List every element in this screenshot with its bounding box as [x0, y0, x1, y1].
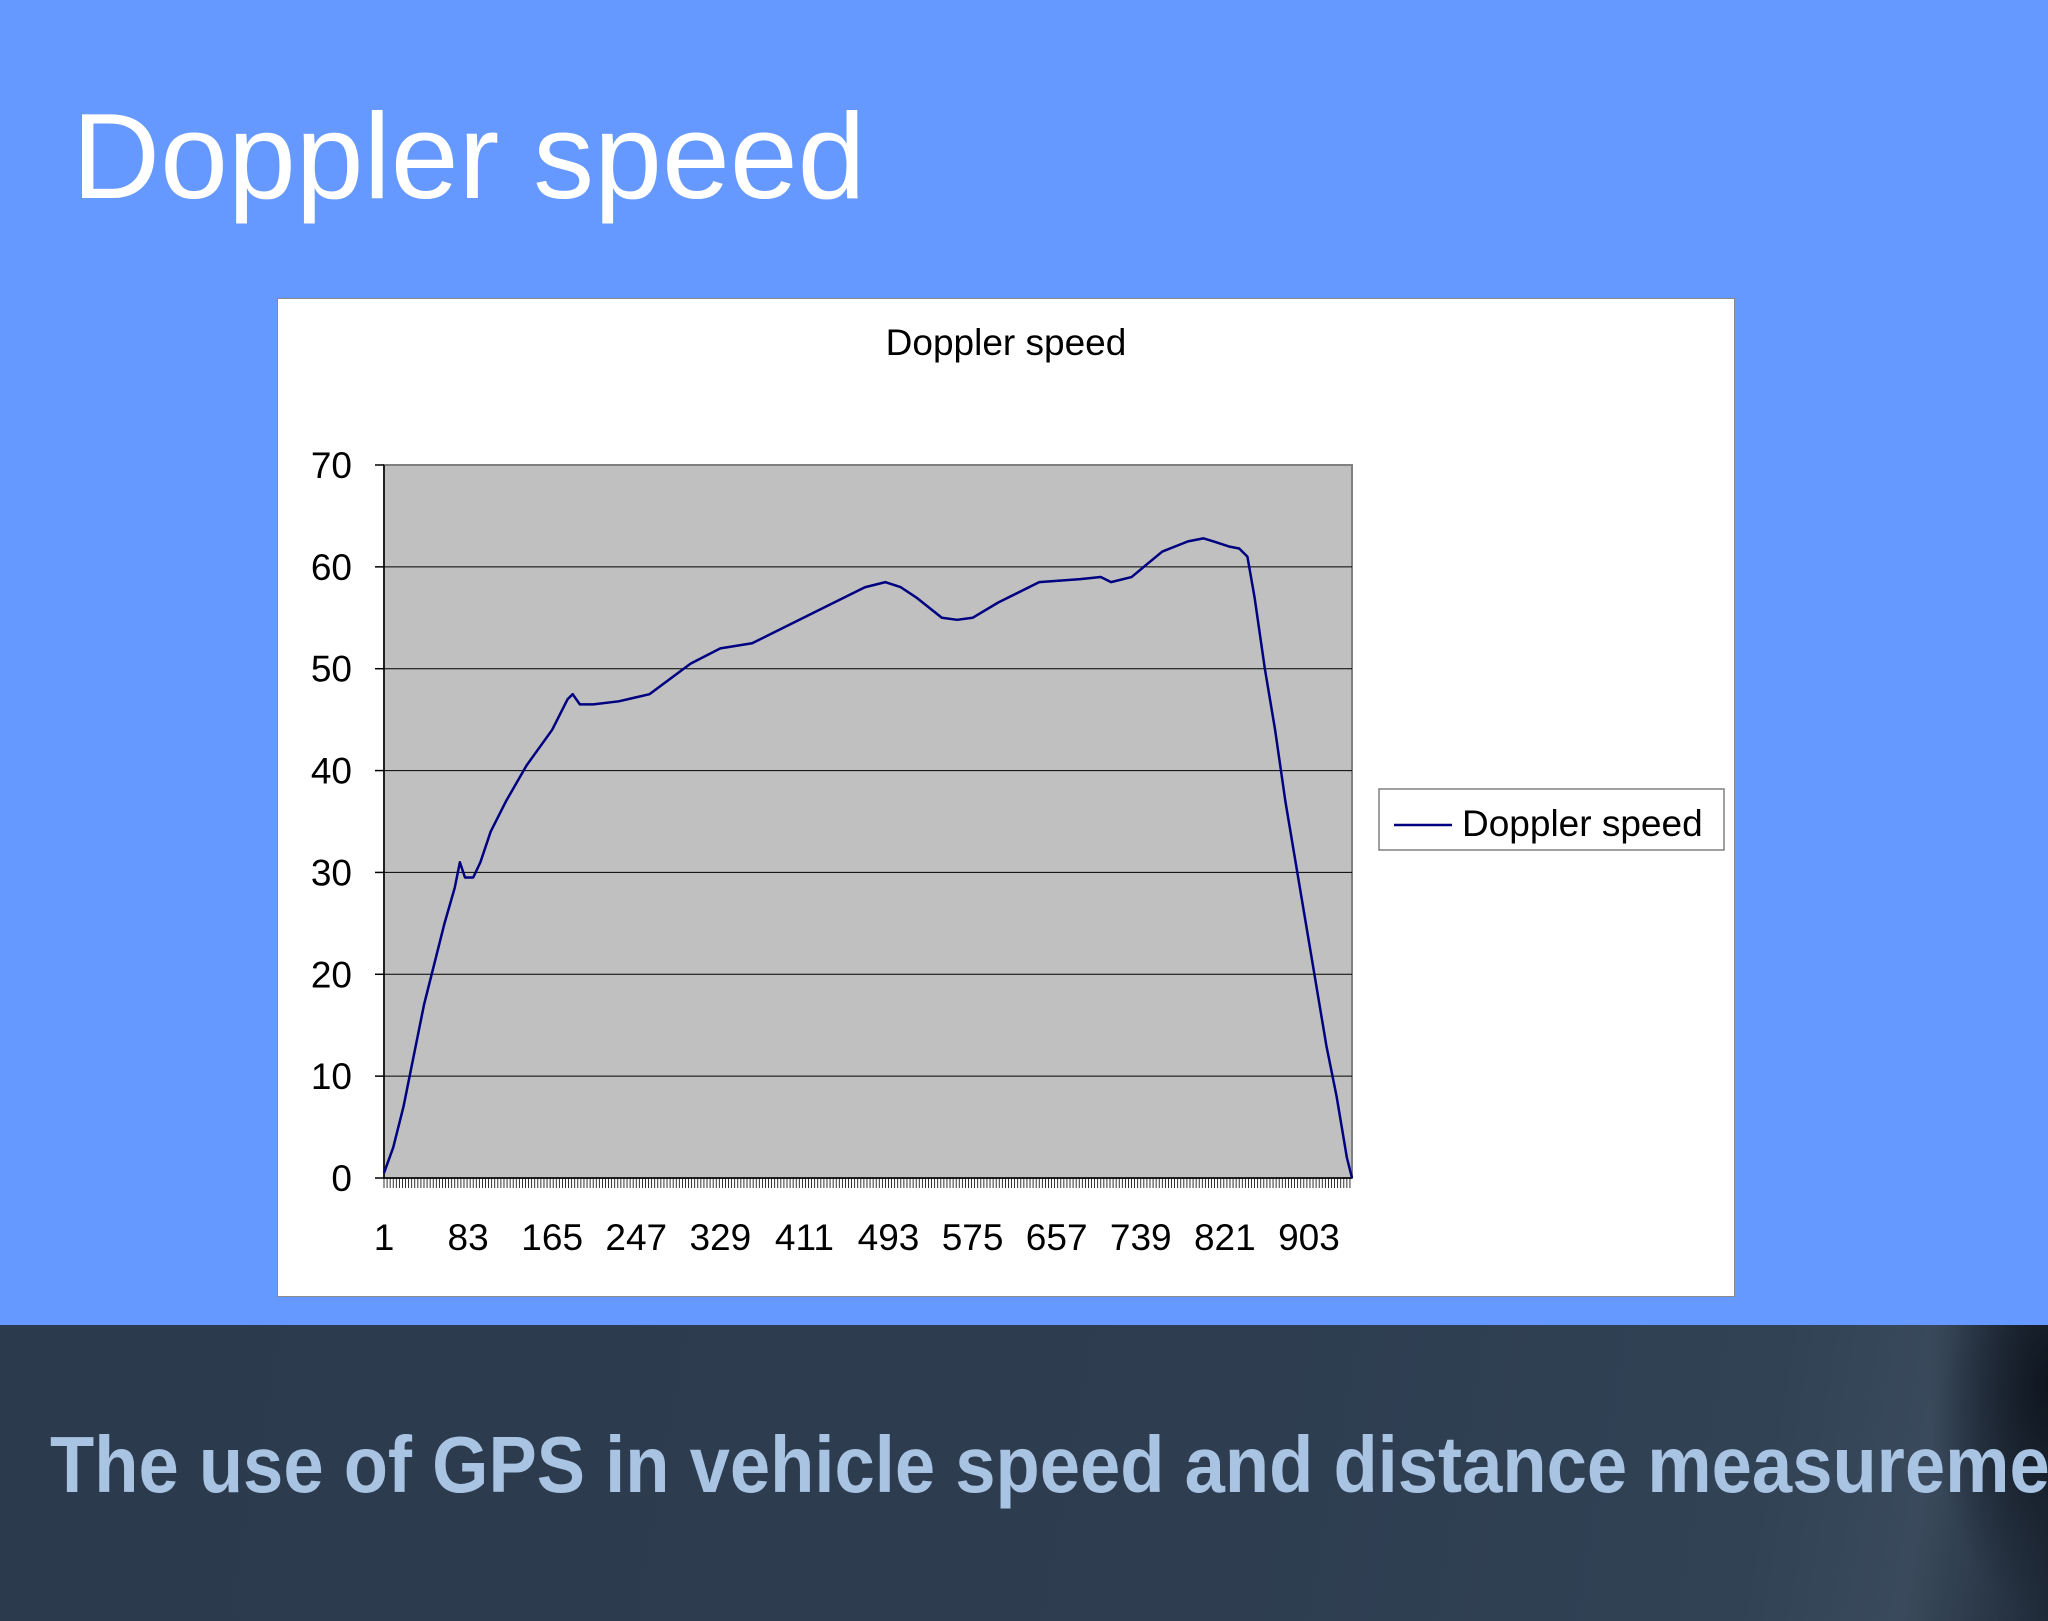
plot-area	[383, 464, 1353, 1179]
x-tick-label: 739	[1110, 1217, 1172, 1258]
x-tick-label: 329	[689, 1217, 751, 1258]
slide-title: Doppler speed	[72, 88, 866, 224]
x-tick-label: 493	[858, 1217, 920, 1258]
y-tick-label: 20	[311, 954, 352, 995]
y-tick-label: 60	[311, 547, 352, 588]
footer-banner: The use of GPS in vehicle speed and dist…	[0, 1325, 2048, 1621]
footer-shadow	[1928, 1325, 2048, 1621]
y-tick-label: 40	[311, 751, 352, 792]
y-axis-tick-labels: 0 10 20 30 40 50 60 70	[311, 445, 352, 1199]
footer-caption: The use of GPS in vehicle speed and dist…	[50, 1420, 2048, 1509]
y-tick-label: 30	[311, 852, 352, 893]
y-tick-label: 0	[331, 1158, 352, 1199]
y-tick-label: 70	[311, 445, 352, 486]
series-layer	[382, 537, 1354, 1179]
series-line-doppler-speed	[382, 537, 1354, 1179]
x-tick-label: 165	[521, 1217, 583, 1258]
legend: Doppler speed	[1378, 788, 1725, 851]
y-tick-label: 50	[311, 649, 352, 690]
chart-panel: Doppler speed 0 10 20 30 40 50 60 70 1 83 165 247 3…	[277, 298, 1735, 1297]
axes	[375, 464, 1352, 1188]
x-tick-label: 83	[448, 1217, 489, 1258]
legend-series-label: Doppler speed	[1462, 803, 1703, 844]
x-tick-label: 903	[1278, 1217, 1340, 1258]
legend-box	[1378, 788, 1725, 851]
chart-title: Doppler speed	[886, 322, 1127, 363]
gridlines	[384, 566, 1352, 1077]
x-tick-label: 1	[374, 1217, 395, 1258]
y-tick-label: 10	[311, 1056, 352, 1097]
chart-svg: Doppler speed 0 10 20 30 40 50 60 70 1 83 165 247 3…	[311, 322, 1725, 1258]
x-tick-label: 411	[775, 1217, 834, 1258]
x-tick-label: 821	[1194, 1217, 1256, 1258]
x-tick-marks	[383, 1178, 1351, 1188]
x-tick-label: 247	[605, 1217, 667, 1258]
x-axis-tick-labels: 1 83 165 247 329 411 493 575 657 739 821 903	[374, 1217, 1340, 1258]
x-tick-label: 657	[1026, 1217, 1088, 1258]
x-tick-label: 575	[942, 1217, 1004, 1258]
